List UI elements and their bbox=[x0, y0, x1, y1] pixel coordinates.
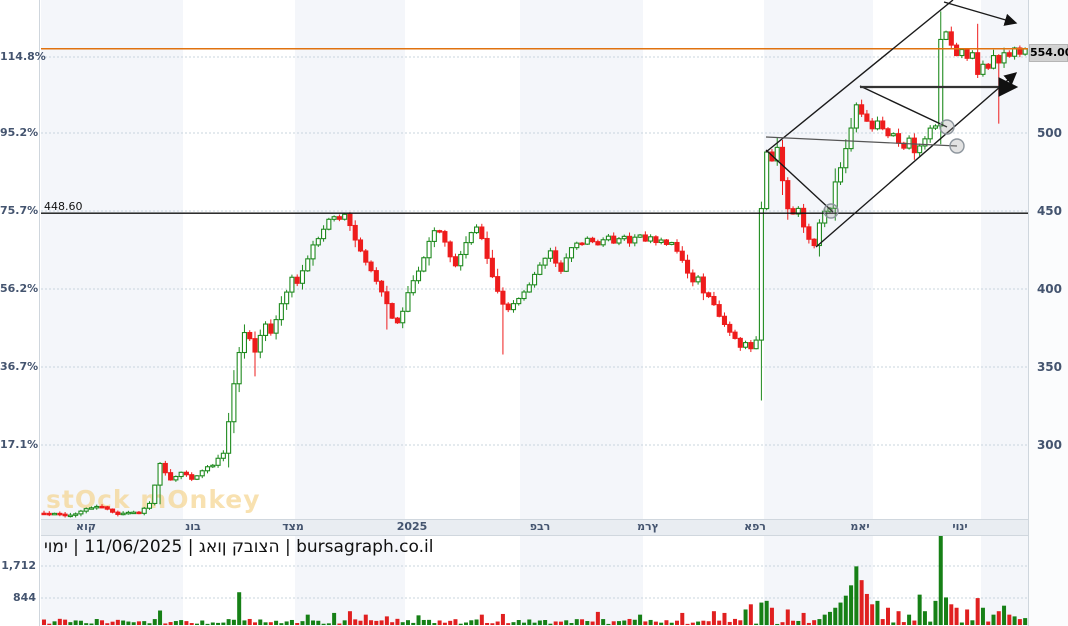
wedge-left-line bbox=[765, 149, 834, 213]
month-label: מרץ bbox=[637, 520, 659, 533]
left-axis-percent-label: 114.8% bbox=[0, 50, 46, 63]
left-percent-axis bbox=[0, 0, 40, 626]
right-axis-price-label: 400 bbox=[1036, 282, 1062, 296]
volume-axis-label: 1,712 bbox=[1, 559, 36, 572]
month-label: 2025 bbox=[396, 520, 428, 533]
right-axis-price-label: 500 bbox=[1036, 126, 1062, 140]
month-label: דצמ bbox=[282, 520, 304, 533]
left-axis-percent-label: 75.7% bbox=[0, 204, 39, 217]
drawing-endpoint-handle bbox=[823, 203, 839, 219]
volume-axis-label: 844 bbox=[13, 591, 36, 604]
annotation-trendlines[interactable] bbox=[41, 0, 1028, 248]
month-label: פבר bbox=[529, 520, 551, 533]
month-label: יוני bbox=[952, 520, 968, 533]
gridlines bbox=[41, 56, 1033, 599]
month-label: נוב bbox=[185, 520, 201, 533]
drawing-endpoint-handle bbox=[949, 138, 965, 154]
left-axis-percent-label: 56.2% bbox=[0, 282, 39, 295]
channel-bottom-line bbox=[815, 72, 1018, 248]
left-axis-percent-label: 36.7% bbox=[0, 360, 39, 373]
right-axis-price-label: 350 bbox=[1036, 360, 1062, 374]
month-label: אפר bbox=[744, 520, 766, 533]
horizontal-level-label: 448.60 bbox=[44, 200, 83, 213]
top-descending-arrow-line bbox=[943, 1, 1018, 26]
chart-footer-caption: יומי | 11/06/2025 | גאון קבוצה | bursagr… bbox=[44, 537, 434, 557]
month-axis-strip bbox=[41, 519, 1028, 536]
wedge-right-line bbox=[859, 85, 948, 128]
volume-bars bbox=[42, 531, 1028, 625]
left-axis-percent-label: 95.2% bbox=[0, 126, 39, 139]
flat-resistance-line bbox=[765, 136, 958, 147]
last-price-badge: 554.00 bbox=[1029, 44, 1068, 62]
left-axis-percent-label: 17.1% bbox=[0, 438, 39, 451]
drawing-endpoint-handle bbox=[939, 119, 955, 135]
right-axis-price-label: 300 bbox=[1036, 438, 1062, 452]
right-price-axis bbox=[1028, 0, 1068, 626]
candlesticks bbox=[41, 11, 1028, 518]
channel-top-line bbox=[765, 0, 954, 153]
month-label: מאי bbox=[850, 520, 870, 533]
right-axis-price-label: 450 bbox=[1036, 204, 1062, 218]
month-label: אוק bbox=[76, 520, 96, 533]
